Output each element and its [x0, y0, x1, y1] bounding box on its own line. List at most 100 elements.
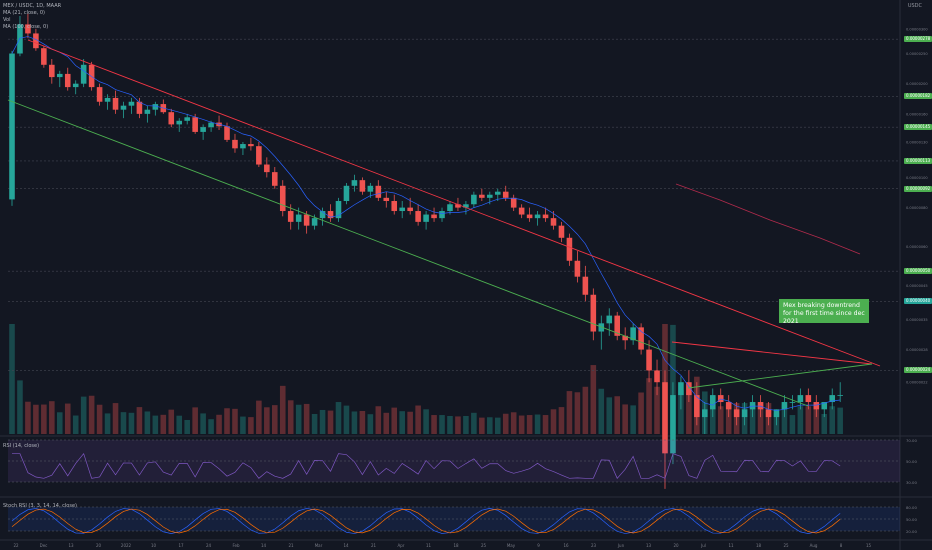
- volume-bar: [104, 413, 111, 434]
- volume-bar: [479, 417, 485, 434]
- time-tick-29: Aug: [810, 543, 818, 548]
- volume-bar: [279, 385, 286, 434]
- candle-body: [502, 191, 509, 198]
- candle-body: [248, 144, 254, 147]
- time-tick-12: 14: [343, 543, 349, 548]
- volume-bar: [630, 405, 636, 434]
- time-tick-22: Jun: [617, 543, 625, 548]
- time-tick-20: 16: [563, 543, 569, 548]
- time-tick-2: 13: [68, 543, 74, 548]
- candle-body: [279, 185, 286, 212]
- volume-bar: [399, 411, 405, 434]
- volume-bar: [56, 412, 63, 434]
- price-tick-5: 0.00000100: [906, 176, 928, 180]
- price-tag: 0.00000145: [904, 124, 932, 131]
- time-tick-10: 21: [288, 543, 294, 548]
- price-tag: 0.00000182: [904, 93, 932, 100]
- volume-bar: [574, 392, 581, 434]
- candle-body: [534, 214, 541, 219]
- candle-body: [33, 33, 39, 49]
- stoch-tick-2: 20.00: [906, 529, 917, 534]
- candle-body: [630, 327, 636, 341]
- candle-body: [510, 197, 517, 208]
- candle-body: [17, 24, 23, 54]
- volume-bar: [717, 406, 724, 434]
- time-tick-7: 24: [206, 543, 212, 548]
- volume-bar: [128, 412, 135, 434]
- volume-bar: [447, 415, 453, 434]
- time-tick-1: Dec: [40, 543, 48, 548]
- candle-body: [749, 402, 756, 410]
- indicator-ma100[interactable]: MA (100, close, 0): [3, 24, 49, 30]
- time-tick-19: 9: [537, 543, 540, 548]
- time-tick-30: 8: [840, 543, 843, 548]
- candle-body: [518, 207, 525, 215]
- rsi-tick-1: 50.00: [906, 459, 917, 464]
- volume-bar: [407, 411, 413, 434]
- price-tick-10: 0.00000028: [906, 348, 928, 352]
- candle-body: [821, 402, 828, 410]
- volume-bar: [463, 415, 469, 434]
- price-tag: 0.00000024: [904, 367, 932, 374]
- volume-bar: [550, 409, 557, 434]
- volume-bar: [383, 412, 390, 434]
- volume-bar: [367, 414, 374, 434]
- price-tick-8: 0.00000045: [906, 284, 928, 288]
- volume-bar: [391, 407, 398, 434]
- candle-body: [582, 276, 589, 295]
- candle-body: [709, 395, 716, 410]
- indicator-vol[interactable]: Vol: [3, 17, 11, 23]
- candle-body: [80, 64, 87, 84]
- volume-bar: [264, 407, 270, 434]
- annotation-callout[interactable]: Mex breaking downtrend for the first tim…: [779, 299, 869, 325]
- candle-body: [72, 83, 79, 88]
- candle-body: [41, 48, 47, 65]
- candle-body: [574, 260, 581, 277]
- candle-body: [431, 214, 437, 219]
- volume-bar: [96, 404, 103, 434]
- candle-body: [733, 409, 740, 418]
- volume-bar: [351, 411, 358, 434]
- volume-bar: [256, 400, 262, 434]
- time-tick-31: 15: [866, 543, 872, 548]
- time-tick-3: 20: [96, 543, 102, 548]
- candle-body: [192, 117, 198, 132]
- time-tick-23: 13: [646, 543, 652, 548]
- rsi-tick-0: 70.00: [906, 438, 917, 443]
- candle-body: [789, 402, 796, 403]
- time-tick-25: Jul: [700, 543, 706, 548]
- stoch-label[interactable]: Stoch RSI (3, 3, 14, 14, close): [3, 503, 77, 509]
- annotation-line-2: for the first time since dec 2021: [783, 310, 865, 325]
- time-tick-5: 10: [151, 543, 157, 548]
- time-tick-24: 20: [673, 543, 679, 548]
- volume-bar: [622, 404, 628, 434]
- price-tick-0: 0.00000300: [906, 27, 928, 31]
- volume-bar: [33, 404, 39, 434]
- volume-bar: [837, 407, 843, 434]
- candle-body: [622, 335, 628, 341]
- volume-bar: [797, 406, 804, 434]
- volume-bar: [216, 414, 222, 434]
- candle-body: [319, 211, 326, 219]
- candle-body: [128, 101, 135, 106]
- candle-body: [232, 139, 238, 149]
- candle-body: [757, 402, 764, 410]
- volume-bar: [502, 413, 509, 434]
- rsi-label[interactable]: RSI (14, close): [3, 443, 40, 449]
- indicator-ma21[interactable]: MA (21, close, 0): [3, 10, 46, 16]
- volume-bar: [439, 415, 445, 434]
- volume-bar: [224, 408, 230, 434]
- price-tag: 0.00000040: [904, 298, 932, 305]
- volume-bar: [670, 324, 676, 434]
- candle-body: [224, 126, 230, 140]
- candle-body: [208, 122, 214, 128]
- price-tag: 0.00000092: [904, 185, 932, 192]
- candle-body: [654, 370, 660, 383]
- candle-body: [264, 164, 270, 173]
- downtrend-resistance: [27, 39, 881, 367]
- candle-body: [662, 382, 668, 454]
- candle-body: [829, 395, 836, 403]
- price-tag: 0.00000278: [904, 36, 932, 43]
- volume-bar: [749, 404, 756, 434]
